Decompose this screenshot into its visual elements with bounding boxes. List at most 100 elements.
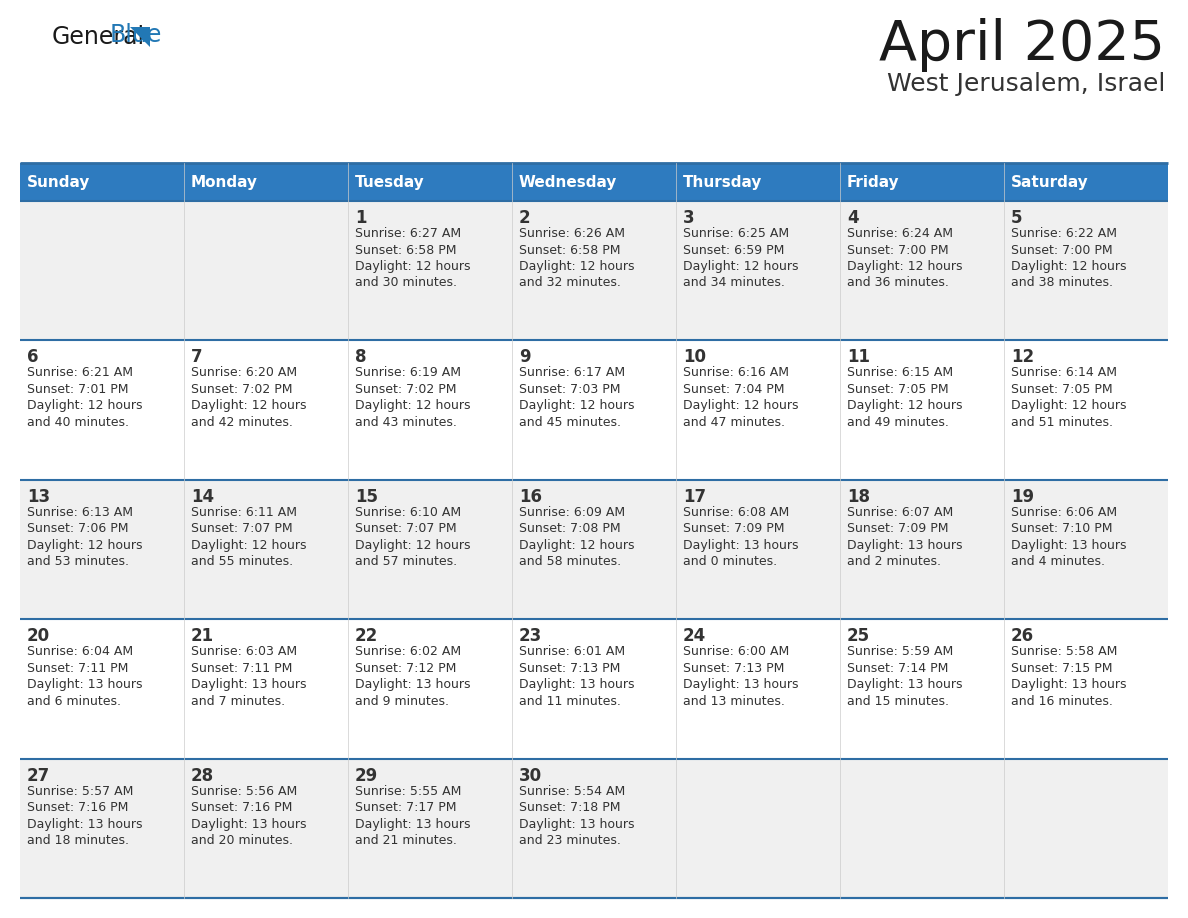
Text: Sunset: 7:13 PM: Sunset: 7:13 PM [519,662,620,675]
Bar [676,163,840,201]
Text: Sunset: 7:07 PM: Sunset: 7:07 PM [355,522,456,535]
Text: Friday: Friday [847,174,899,189]
Text: Sunrise: 6:13 AM: Sunrise: 6:13 AM [27,506,133,519]
Text: Daylight: 12 hours: Daylight: 12 hours [519,260,634,273]
Bar [348,163,512,201]
Text: and 57 minutes.: and 57 minutes. [355,555,457,568]
Text: and 0 minutes.: and 0 minutes. [683,555,777,568]
Text: and 36 minutes.: and 36 minutes. [847,276,949,289]
Text: Thursday: Thursday [683,174,763,189]
Bar [184,758,348,898]
Text: Daylight: 12 hours: Daylight: 12 hours [519,539,634,552]
Text: Daylight: 13 hours: Daylight: 13 hours [519,678,634,691]
Text: Daylight: 12 hours: Daylight: 12 hours [847,399,962,412]
Text: 5: 5 [1011,209,1023,227]
Text: Sunrise: 6:07 AM: Sunrise: 6:07 AM [847,506,953,519]
Text: Sunset: 7:09 PM: Sunset: 7:09 PM [847,522,948,535]
Text: Sunset: 7:00 PM: Sunset: 7:00 PM [1011,243,1113,256]
Text: Daylight: 13 hours: Daylight: 13 hours [519,818,634,831]
Text: Daylight: 13 hours: Daylight: 13 hours [27,678,143,691]
Text: Daylight: 12 hours: Daylight: 12 hours [355,399,470,412]
Bar [184,201,348,341]
Text: 27: 27 [27,767,50,785]
Text: Sunrise: 5:58 AM: Sunrise: 5:58 AM [1011,645,1118,658]
Bar [20,163,184,201]
Bar [676,620,840,758]
Bar [348,201,512,341]
Text: Daylight: 12 hours: Daylight: 12 hours [355,539,470,552]
Text: and 4 minutes.: and 4 minutes. [1011,555,1105,568]
Text: and 2 minutes.: and 2 minutes. [847,555,941,568]
Bar [20,480,184,620]
Bar [676,341,840,480]
Text: Sunrise: 6:21 AM: Sunrise: 6:21 AM [27,366,133,379]
Text: Daylight: 12 hours: Daylight: 12 hours [355,260,470,273]
Text: Sunrise: 6:26 AM: Sunrise: 6:26 AM [519,227,625,240]
Text: 23: 23 [519,627,542,645]
Text: and 53 minutes.: and 53 minutes. [27,555,129,568]
Text: and 18 minutes.: and 18 minutes. [27,834,129,847]
Text: and 45 minutes.: and 45 minutes. [519,416,621,429]
Text: 22: 22 [355,627,378,645]
Text: Sunset: 6:59 PM: Sunset: 6:59 PM [683,243,784,256]
Bar [348,480,512,620]
Bar [184,163,348,201]
Text: Sunrise: 5:57 AM: Sunrise: 5:57 AM [27,785,133,798]
Bar [1004,341,1168,480]
Text: Daylight: 13 hours: Daylight: 13 hours [1011,539,1126,552]
Text: and 13 minutes.: and 13 minutes. [683,695,785,708]
Text: Sunset: 7:05 PM: Sunset: 7:05 PM [1011,383,1113,396]
Text: Sunset: 6:58 PM: Sunset: 6:58 PM [519,243,620,256]
Text: Sunrise: 6:08 AM: Sunrise: 6:08 AM [683,506,789,519]
Text: Sunset: 7:02 PM: Sunset: 7:02 PM [355,383,456,396]
Text: Daylight: 12 hours: Daylight: 12 hours [191,539,307,552]
Bar [840,163,1004,201]
Text: Sunset: 7:16 PM: Sunset: 7:16 PM [27,801,128,814]
Bar [512,620,676,758]
Text: 17: 17 [683,487,706,506]
Text: and 40 minutes.: and 40 minutes. [27,416,129,429]
Bar [20,758,184,898]
Text: Sunset: 7:16 PM: Sunset: 7:16 PM [191,801,292,814]
Text: Daylight: 13 hours: Daylight: 13 hours [683,539,798,552]
Bar [512,201,676,341]
Text: Sunset: 7:10 PM: Sunset: 7:10 PM [1011,522,1112,535]
Text: Daylight: 13 hours: Daylight: 13 hours [191,818,307,831]
Text: and 20 minutes.: and 20 minutes. [191,834,293,847]
Text: and 51 minutes.: and 51 minutes. [1011,416,1113,429]
Text: Sunset: 7:07 PM: Sunset: 7:07 PM [191,522,292,535]
Text: and 58 minutes.: and 58 minutes. [519,555,621,568]
Text: Sunrise: 6:03 AM: Sunrise: 6:03 AM [191,645,297,658]
Text: and 30 minutes.: and 30 minutes. [355,276,457,289]
Text: and 55 minutes.: and 55 minutes. [191,555,293,568]
Text: Daylight: 12 hours: Daylight: 12 hours [683,399,798,412]
Text: and 49 minutes.: and 49 minutes. [847,416,949,429]
Text: Sunrise: 6:00 AM: Sunrise: 6:00 AM [683,645,789,658]
Text: 3: 3 [683,209,695,227]
Bar [348,758,512,898]
Text: Sunset: 7:15 PM: Sunset: 7:15 PM [1011,662,1112,675]
Text: Sunset: 7:06 PM: Sunset: 7:06 PM [27,522,128,535]
Bar [1004,201,1168,341]
Text: Wednesday: Wednesday [519,174,618,189]
Text: Sunrise: 6:04 AM: Sunrise: 6:04 AM [27,645,133,658]
Text: Sunrise: 6:20 AM: Sunrise: 6:20 AM [191,366,297,379]
Bar [676,201,840,341]
Text: and 11 minutes.: and 11 minutes. [519,695,621,708]
Bar [1004,620,1168,758]
Text: Sunset: 7:05 PM: Sunset: 7:05 PM [847,383,949,396]
Text: Daylight: 13 hours: Daylight: 13 hours [355,818,470,831]
Text: Sunrise: 5:55 AM: Sunrise: 5:55 AM [355,785,461,798]
Text: Blue: Blue [110,23,163,47]
Text: Sunrise: 6:01 AM: Sunrise: 6:01 AM [519,645,625,658]
Text: Sunset: 7:04 PM: Sunset: 7:04 PM [683,383,784,396]
Text: Monday: Monday [191,174,258,189]
Text: 9: 9 [519,349,531,366]
Text: Sunset: 7:11 PM: Sunset: 7:11 PM [191,662,292,675]
Text: and 7 minutes.: and 7 minutes. [191,695,285,708]
Text: Sunset: 7:09 PM: Sunset: 7:09 PM [683,522,784,535]
Text: 8: 8 [355,349,367,366]
Text: Daylight: 12 hours: Daylight: 12 hours [519,399,634,412]
Text: 6: 6 [27,349,38,366]
Text: and 6 minutes.: and 6 minutes. [27,695,121,708]
